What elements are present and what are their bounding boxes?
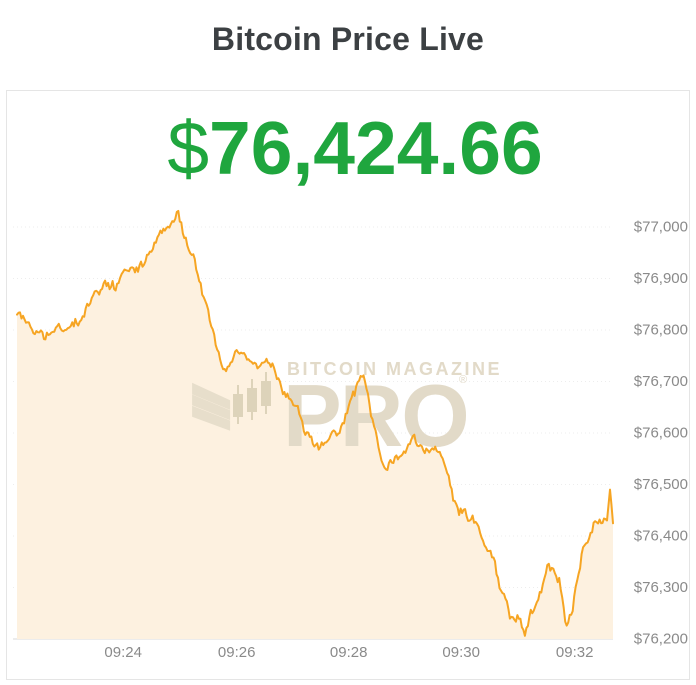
svg-text:$76,400: $76,400 <box>634 528 688 545</box>
svg-text:$76,700: $76,700 <box>634 373 688 390</box>
svg-text:PRO: PRO <box>283 366 468 465</box>
svg-text:®: ® <box>459 374 467 386</box>
svg-text:$76,200: $76,200 <box>634 631 688 648</box>
svg-text:$76,900: $76,900 <box>634 270 688 287</box>
svg-text:$76,800: $76,800 <box>634 322 688 339</box>
svg-text:09:30: 09:30 <box>442 644 480 661</box>
svg-text:09:28: 09:28 <box>330 644 368 661</box>
svg-text:09:26: 09:26 <box>218 644 256 661</box>
svg-text:$76,600: $76,600 <box>634 425 688 442</box>
svg-text:09:32: 09:32 <box>556 644 594 661</box>
svg-text:$76,300: $76,300 <box>634 579 688 596</box>
svg-text:$77,000: $77,000 <box>634 219 688 236</box>
svg-text:09:24: 09:24 <box>104 644 142 661</box>
svg-text:$76,500: $76,500 <box>634 476 688 493</box>
